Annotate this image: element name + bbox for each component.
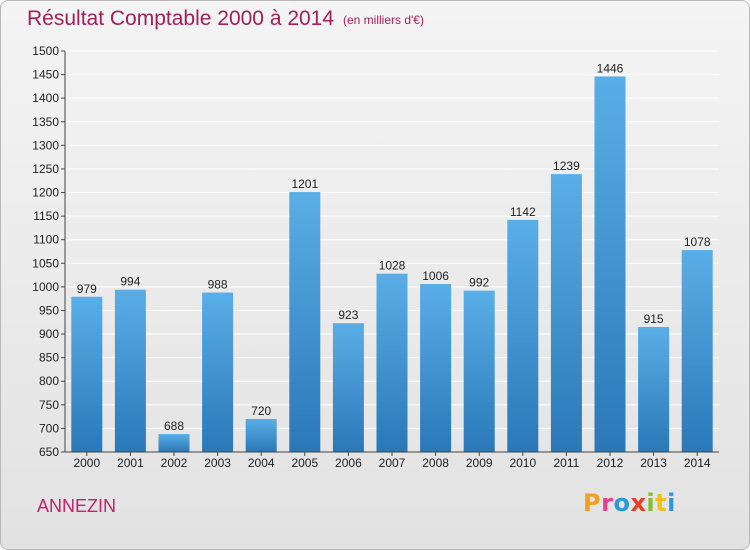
value-label: 1201 [291,177,318,191]
axes [61,50,719,456]
y-tick-label: 950 [39,303,59,317]
x-tick-label: 2012 [597,456,624,470]
bar-2000 [71,296,103,452]
x-tick-label: 2000 [73,456,100,470]
logo-letter: i [667,489,676,517]
bar-2014 [681,250,713,452]
y-tick-label: 1100 [33,233,59,247]
value-label: 720 [251,404,271,418]
value-label: 1078 [684,235,711,249]
value-label: 979 [77,282,97,296]
logo-letter: r [601,489,614,517]
y-tick-label: 1250 [32,162,59,176]
logo-letter: i [646,489,656,517]
logo-letter: P [583,489,602,517]
chart-subtitle: (en milliers d'€) [343,13,424,27]
y-tick-label: 1050 [32,256,59,270]
bar-2013 [638,326,670,452]
x-tick-label: 2014 [684,456,711,470]
logo-letter: o [613,489,631,517]
x-tick-label: 2003 [204,456,231,470]
y-tick-label: 1350 [32,115,59,129]
value-label: 1446 [597,61,624,75]
x-tick-label: 2004 [248,456,275,470]
bar-2002 [158,434,190,452]
value-label: 1142 [510,205,536,219]
bar-2007 [376,273,408,452]
y-tick-label: 1200 [32,186,59,200]
bar-2005 [289,192,321,452]
labels: 650 700 750 800 850 900 950 1000 1050 1100 1150 120… [32,44,711,470]
bar-2012 [594,76,626,453]
bar-2008 [420,284,452,452]
logo-letter: x [630,489,647,517]
y-tick-label: 1500 [32,44,59,58]
value-label: 1006 [422,269,449,283]
y-tick-label: 1450 [32,68,59,82]
value-label: 988 [208,278,228,292]
value-label: 688 [164,419,184,433]
x-tick-label: 2002 [161,456,188,470]
value-label: 915 [644,312,664,326]
value-label: 994 [120,275,140,289]
y-tick-label: 1400 [32,91,59,105]
y-tick-label: 900 [39,327,59,341]
y-tick-label: 650 [39,445,59,459]
x-tick-label: 2008 [422,456,449,470]
chart-title: Résultat Comptable 2000 à 2014 [27,7,335,30]
x-tick-label: 2011 [553,456,579,470]
value-label: 1028 [379,259,406,273]
y-tick-label: 1000 [32,280,59,294]
value-label: 992 [469,276,489,290]
x-tick-label: 2006 [335,456,362,470]
y-tick-label: 850 [39,351,59,365]
x-tick-label: 2007 [379,456,406,470]
x-tick-label: 2010 [509,456,536,470]
commune-name: ANNEZIN [37,496,117,516]
x-tick-label: 2005 [291,456,318,470]
x-tick-label: 2009 [466,456,493,470]
value-label: 923 [338,308,358,322]
bar-2004 [245,418,277,452]
bar-2001 [114,289,146,452]
value-label: 1239 [553,159,580,173]
logo-letter: t [655,489,668,517]
bar-2010 [507,219,539,452]
y-tick-label: 800 [39,374,59,388]
y-tick-label: 1300 [32,138,59,152]
y-tick-label: 750 [39,398,59,412]
y-tick-label: 700 [39,421,59,435]
x-tick-label: 2013 [640,456,667,470]
x-tick-label: 2001 [117,456,144,470]
bar-2011 [550,174,582,452]
bars [71,76,713,453]
proxiti-logo[interactable]: Proxiti [583,489,676,517]
bar-2006 [332,323,364,452]
bar-2003 [202,292,234,452]
bar-2009 [463,290,495,452]
y-tick-label: 1150 [33,209,59,223]
